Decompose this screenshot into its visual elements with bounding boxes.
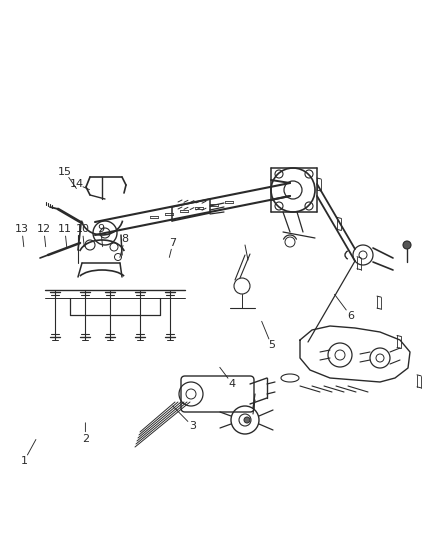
Circle shape [244, 417, 250, 423]
Text: 8: 8 [121, 234, 128, 244]
Text: 7: 7 [170, 238, 177, 247]
Text: 6: 6 [347, 311, 354, 320]
Text: 9: 9 [97, 224, 104, 234]
Text: 12: 12 [37, 224, 51, 234]
Text: 1: 1 [21, 456, 28, 466]
Circle shape [403, 241, 411, 249]
Text: 14: 14 [70, 179, 84, 189]
Text: 15: 15 [58, 167, 72, 176]
Text: 13: 13 [15, 224, 29, 234]
Text: 2: 2 [82, 434, 89, 443]
Text: 10: 10 [75, 224, 89, 234]
Text: 5: 5 [268, 341, 275, 350]
Text: 4: 4 [229, 379, 236, 389]
Text: 11: 11 [58, 224, 72, 234]
Text: 3: 3 [189, 422, 196, 431]
